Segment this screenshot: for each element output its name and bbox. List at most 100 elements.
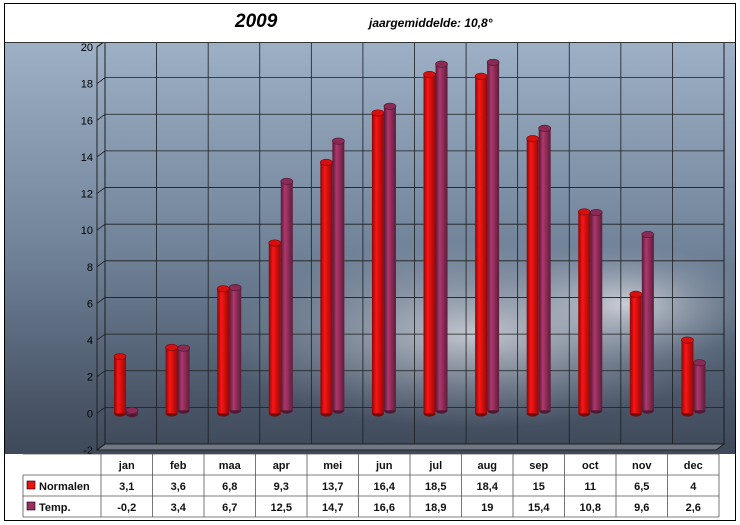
bar-body — [320, 162, 333, 414]
y-tick-label: 14 — [81, 152, 93, 164]
x-tick-label: sep — [529, 460, 548, 472]
x-tick-label: nov — [632, 460, 652, 472]
bar-top-cap — [371, 109, 385, 117]
bar-temp-jun — [383, 102, 397, 414]
bar-top-cap — [423, 70, 436, 78]
data-label: 2,6 — [686, 502, 701, 514]
y-tick-label: 18 — [81, 79, 93, 91]
bar-temp-jul — [435, 60, 448, 414]
bar-top-cap — [435, 60, 448, 68]
y-tick-label: 6 — [87, 298, 93, 310]
bar-normalen-sep — [526, 135, 539, 417]
y-tick-label: -2 — [83, 445, 93, 457]
data-label: 18,4 — [477, 481, 499, 493]
bar-normalen-apr — [268, 239, 282, 417]
bar-body — [217, 288, 230, 414]
x-tick-label: aug — [477, 460, 497, 472]
x-tick-label: jan — [118, 460, 135, 472]
data-label: 9,6 — [634, 502, 649, 514]
bar-top-cap — [320, 158, 333, 166]
bar-body — [423, 74, 436, 414]
data-table-bg — [5, 454, 735, 520]
legend-swatch — [26, 501, 36, 511]
bar-top-cap — [577, 208, 591, 216]
bar-body — [177, 348, 190, 411]
chart-header: 2009 jaargemiddelde: 10,8° — [5, 4, 735, 43]
y-tick-label: 10 — [81, 225, 93, 237]
data-label: 12,5 — [271, 502, 292, 514]
bar-top-cap — [681, 336, 694, 344]
x-tick-label: jun — [375, 460, 393, 472]
bar-top-cap — [526, 135, 539, 143]
chart-frame: -2 0 2 4 6 8 10 12 14 16 18 20 jan feb maa apr mei jun ju… — [4, 3, 736, 521]
bar-body — [526, 138, 539, 414]
bar-top-cap — [641, 231, 655, 239]
bar-body — [229, 287, 242, 411]
bar-body — [641, 234, 654, 411]
bar-normalen-jan — [113, 353, 127, 417]
bar-body — [693, 362, 706, 411]
bar-temp-oct — [589, 209, 603, 414]
bar-normalen-oct — [577, 208, 591, 417]
plot-floor — [95, 443, 726, 451]
x-tick-label: dec — [684, 460, 703, 472]
bar-normalen-jul — [423, 70, 436, 417]
y-tick-label: 0 — [87, 408, 93, 420]
data-label: 15 — [533, 481, 545, 493]
bar-body — [578, 211, 591, 414]
data-label: 3,6 — [171, 481, 186, 493]
bar-temp-aug — [486, 58, 500, 414]
bar-top-cap — [165, 343, 178, 351]
bar-top-cap — [486, 58, 500, 66]
y-tick-label: 12 — [81, 189, 93, 201]
bar-body — [590, 212, 603, 411]
bar-top-cap — [228, 284, 242, 292]
y-tick-label: 4 — [87, 335, 93, 347]
data-label: 3,1 — [119, 481, 134, 493]
data-label: 18,9 — [425, 502, 446, 514]
data-label: 6,8 — [222, 481, 237, 493]
data-label: 13,7 — [322, 481, 343, 493]
y-tick-label: 8 — [87, 262, 93, 274]
x-tick-label: mei — [323, 460, 342, 472]
data-label: 19 — [481, 502, 493, 514]
bar-top-cap — [113, 353, 127, 361]
bar-temp-jan — [125, 406, 139, 418]
data-label: -0,2 — [117, 502, 136, 514]
bar-temp-mei — [332, 137, 345, 414]
x-tick-label: apr — [273, 460, 291, 472]
data-label: 14,7 — [322, 502, 343, 514]
data-label: 18,5 — [425, 481, 446, 493]
data-label: 4 — [690, 481, 697, 493]
data-label: 6,5 — [634, 481, 649, 493]
y-tick-label: 20 — [81, 42, 93, 54]
bar-temp-maa — [228, 284, 242, 414]
bar-top-cap — [332, 137, 345, 145]
data-label: 16,4 — [374, 481, 396, 493]
bar-temp-dec — [693, 359, 706, 414]
bar-normalen-dec — [681, 336, 694, 417]
bar-top-cap — [383, 102, 397, 110]
bar-body — [681, 340, 694, 414]
bar-normalen-aug — [474, 72, 488, 417]
bar-top-cap — [474, 72, 488, 80]
bar-body — [487, 62, 500, 411]
bar-normalen-nov — [629, 290, 643, 417]
data-label: 6,7 — [222, 502, 237, 514]
y-tick-label: 2 — [87, 372, 93, 384]
bar-body — [383, 106, 396, 411]
chart-svg: -2 0 2 4 6 8 10 12 14 16 18 20 jan feb maa apr mei jun ju… — [5, 40, 735, 520]
x-tick-label: oct — [582, 460, 599, 472]
chart-title: 2009 — [235, 11, 278, 32]
bar-normalen-maa — [216, 285, 230, 417]
bar-top-cap — [280, 177, 294, 185]
bar-temp-apr — [280, 177, 294, 414]
bar-top-cap — [177, 344, 190, 352]
bar-temp-sep — [538, 124, 551, 414]
bar-top-cap — [538, 124, 551, 132]
bar-top-cap — [693, 359, 706, 367]
bar-normalen-feb — [165, 343, 178, 417]
bar-body — [371, 112, 384, 414]
bar-body — [280, 181, 293, 411]
data-label: 16,6 — [374, 502, 395, 514]
